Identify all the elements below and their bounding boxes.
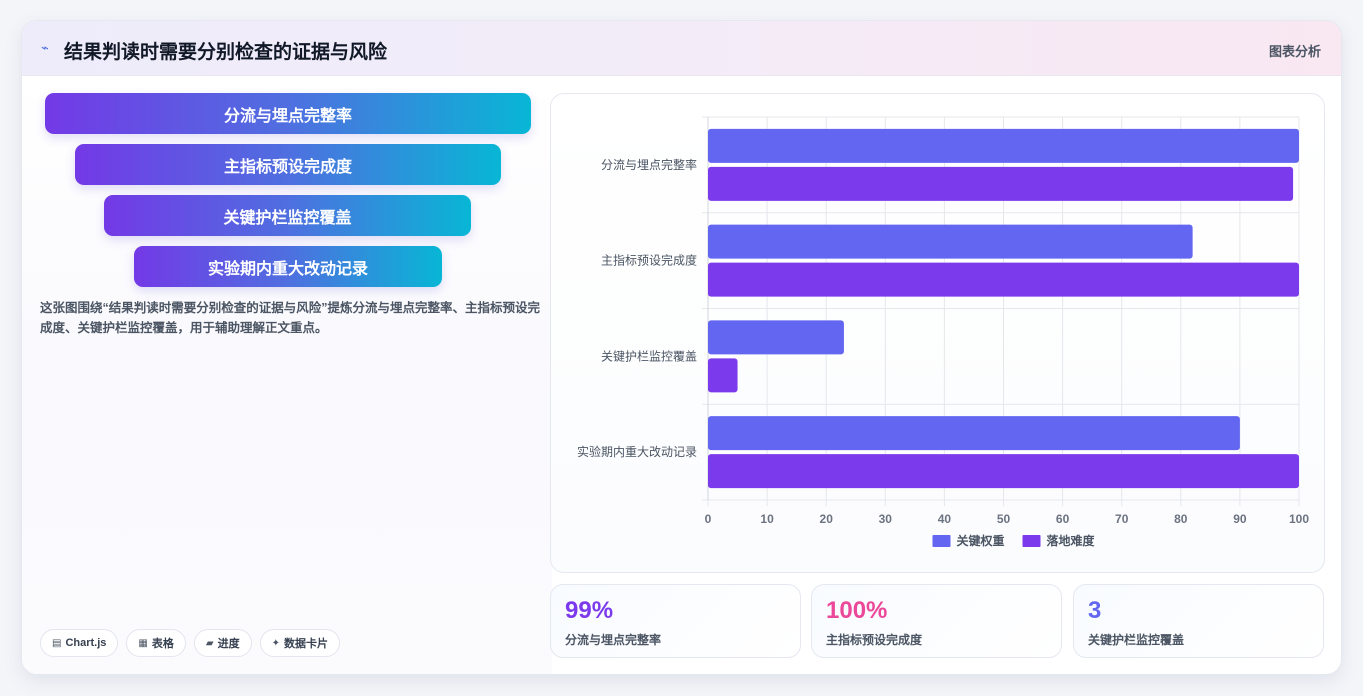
tag-list: ▤ Chart.js ▦ 表格 ▰ 进度 ✦ 数据卡片 bbox=[40, 629, 340, 657]
y-category-label: 实验期内重大改动记录 bbox=[577, 444, 697, 459]
stat-label: 分流与埋点完整率 bbox=[565, 633, 662, 647]
bar-key-weight bbox=[708, 128, 1299, 163]
stat-card-3: 3 关键护栏监控覆盖 bbox=[1073, 584, 1324, 658]
folder-icon: ▰ bbox=[205, 637, 214, 649]
y-category-label: 分流与埋点完整率 bbox=[601, 157, 697, 172]
x-tick-label: 10 bbox=[760, 512, 774, 526]
x-tick-label: 20 bbox=[820, 512, 834, 526]
stat-card-1: 99% 分流与埋点完整率 bbox=[550, 584, 801, 658]
legend-label: 落地难度 bbox=[1047, 533, 1096, 548]
x-tick-label: 50 bbox=[997, 512, 1011, 526]
x-tick-label: 100 bbox=[1289, 512, 1309, 526]
page-title: 结果判读时需要分别检查的证据与风险 bbox=[64, 42, 388, 63]
bar-difficulty bbox=[708, 454, 1299, 489]
stat-label: 关键护栏监控覆盖 bbox=[1088, 633, 1185, 647]
funnel-step-1: 分流与埋点完整率 bbox=[45, 93, 531, 134]
bar-key-weight bbox=[708, 224, 1193, 259]
x-tick-label: 0 bbox=[705, 512, 712, 526]
x-tick-label: 60 bbox=[1056, 512, 1070, 526]
stat-label: 主指标预设完成度 bbox=[826, 633, 923, 647]
x-tick-label: 30 bbox=[879, 512, 893, 526]
legend-label: 关键权重 bbox=[957, 533, 1005, 548]
stat-card-2: 100% 主指标预设完成度 bbox=[811, 584, 1062, 658]
funnel-step-3: 关键护栏监控覆盖 bbox=[104, 195, 471, 236]
x-tick-label: 70 bbox=[1115, 512, 1129, 526]
chart-description: 这张图围绕“结果判读时需要分别检查的证据与风险”提炼分流与埋点完整率、主指标预设… bbox=[40, 301, 541, 335]
sparkle-icon: ✦ bbox=[271, 637, 280, 649]
funnel-step-4: 实验期内重大改动记录 bbox=[134, 246, 442, 287]
tag-progress[interactable]: ▰ 进度 bbox=[193, 629, 252, 657]
bar-difficulty bbox=[708, 166, 1294, 201]
trend-icon: ⌁ bbox=[41, 40, 49, 55]
bar-difficulty bbox=[708, 262, 1299, 297]
y-category-label: 主指标预设完成度 bbox=[601, 253, 697, 268]
stat-value: 100% bbox=[826, 597, 888, 624]
chart-icon: ▤ bbox=[52, 637, 62, 649]
x-tick-label: 90 bbox=[1233, 512, 1247, 526]
funnel-step-2: 主指标预设完成度 bbox=[75, 144, 501, 185]
tag-data-card[interactable]: ✦ 数据卡片 bbox=[259, 629, 340, 657]
report-card: ⌁ 结果判读时需要分别检查的证据与风险 图表分析 分流与埋点完整率 主指标预设完… bbox=[21, 20, 1342, 675]
chart-panel: 0 10 20 30 40 50 60 70 80 90 100 分流与埋点完整率 主指标预设完成度 关键… bbox=[550, 93, 1325, 573]
x-tick-label: 80 bbox=[1174, 512, 1188, 526]
chart-analysis-label: 图表分析 bbox=[1268, 44, 1321, 59]
tag-label: 表格 bbox=[151, 638, 174, 650]
tag-label: 数据卡片 bbox=[283, 638, 328, 650]
tag-chartjs[interactable]: ▤ Chart.js bbox=[40, 629, 119, 657]
tag-table[interactable]: ▦ 表格 bbox=[126, 629, 186, 657]
tag-label: 进度 bbox=[217, 638, 240, 650]
bar-difficulty bbox=[708, 358, 738, 393]
bar-key-weight bbox=[708, 320, 844, 355]
tag-label: Chart.js bbox=[65, 637, 107, 649]
x-tick-label: 40 bbox=[938, 512, 952, 526]
legend-swatch bbox=[1022, 535, 1041, 547]
stat-value: 3 bbox=[1088, 597, 1102, 624]
card-header: ⌁ 结果判读时需要分别检查的证据与风险 图表分析 bbox=[22, 21, 1341, 76]
bar-key-weight bbox=[708, 416, 1240, 451]
legend-swatch bbox=[932, 535, 951, 547]
stat-value: 99% bbox=[565, 597, 614, 624]
y-category-label: 关键护栏监控覆盖 bbox=[601, 348, 697, 363]
table-icon: ▦ bbox=[138, 637, 148, 649]
bar-chart: 0 10 20 30 40 50 60 70 80 90 100分流与埋点完整率主指标预设完成度关键… bbox=[577, 116, 1309, 548]
